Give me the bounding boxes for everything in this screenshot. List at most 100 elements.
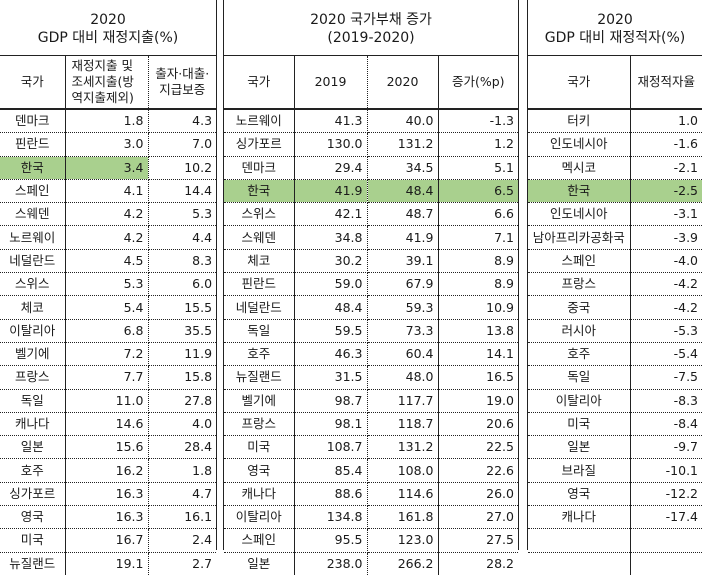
header-2019: 2019 (294, 55, 368, 110)
header-2020: 2020 (367, 55, 439, 110)
country-cell: 영국 (528, 482, 631, 507)
loans-guarantees-cell: 7.0 (148, 132, 217, 157)
debt-2020-cell: 131.2 (367, 435, 439, 460)
table-row: 네덜란드 48.4 59.3 10.9 (224, 295, 518, 320)
deficit-rate-cell: -9.7 (630, 435, 702, 460)
debt-2020-cell: 48.7 (367, 202, 439, 227)
table-row: 남아프리카공화국 -3.9 (528, 225, 702, 250)
loans-guarantees-cell: 11.9 (148, 342, 217, 367)
country-cell: 터키 (528, 109, 631, 134)
country-cell: 네덜란드 (224, 295, 295, 320)
header-fiscal-spending: 재정지출 및 조세지출(방 역지출제외) (65, 55, 149, 110)
header-deficit-rate: 재정적자율 (630, 55, 702, 110)
debt-2019-cell: 41.3 (294, 109, 368, 134)
fiscal-spending-cell: 1.8 (65, 109, 149, 134)
deficit-rate-cell: -12.2 (630, 482, 702, 507)
debt-2020-cell: 48.0 (367, 365, 439, 390)
title-period: (2019-2020) (327, 29, 415, 46)
debt-2019-cell: 30.2 (294, 249, 368, 274)
table-row: 러시아 -5.3 (528, 319, 702, 343)
debt-2020-cell: 34.5 (367, 156, 439, 180)
debt-2019-cell: 46.3 (294, 342, 368, 367)
loans-guarantees-cell: 4.0 (148, 412, 217, 437)
deficit-rate-cell: -2.1 (630, 156, 702, 180)
table-row: 이탈리아 134.8 161.8 27.0 (224, 505, 518, 530)
country-cell: 노르웨이 (0, 225, 66, 250)
debt-2019-cell: 59.0 (294, 272, 368, 297)
country-cell: 캐나다 (224, 482, 295, 507)
table-row: 캐나다 14.6 4.0 (0, 412, 217, 437)
increase-cell: 16.5 (438, 365, 518, 390)
country-cell: 뉴질랜드 (0, 552, 66, 575)
country-cell: 프랑스 (224, 412, 295, 437)
country-cell: 일본 (224, 552, 295, 575)
table-separator-line (223, 0, 224, 550)
table-row: 체코 5.4 15.5 (0, 295, 217, 320)
increase-cell: 14.1 (438, 342, 518, 367)
increase-cell: 10.9 (438, 295, 518, 320)
country-cell: 체코 (0, 295, 66, 320)
country-cell (528, 528, 631, 553)
country-cell: 스페인 (0, 179, 66, 204)
debt-2019-cell: 85.4 (294, 458, 368, 483)
loans-guarantees-cell: 10.2 (148, 156, 217, 180)
increase-cell: 1.2 (438, 132, 518, 157)
country-cell: 멕시코 (528, 156, 631, 180)
country-cell: 덴마크 (0, 109, 66, 134)
country-cell: 러시아 (528, 319, 631, 343)
debt-2019-cell: 34.8 (294, 225, 368, 250)
table-row: 노르웨이 41.3 40.0 -1.3 (224, 109, 518, 134)
debt-2020-cell: 73.3 (367, 319, 439, 343)
debt-2019-cell: 41.9 (294, 179, 368, 204)
increase-cell: 19.0 (438, 389, 518, 413)
header-line: 역지출제외) (71, 90, 134, 105)
country-cell: 프랑스 (528, 272, 631, 297)
increase-cell: 5.1 (438, 156, 518, 180)
table-row: 미국 108.7 131.2 22.5 (224, 435, 518, 460)
table-row: 네덜란드 4.5 8.3 (0, 249, 217, 274)
gdp-fiscal-spending-table: 2020 GDP 대비 재정지출(%) 국가 재정지출 및 조세지출(방 역지출… (0, 0, 217, 575)
debt-2019-cell: 108.7 (294, 435, 368, 460)
table-separator-line (527, 0, 528, 550)
loans-guarantees-cell: 28.4 (148, 435, 217, 460)
country-cell: 미국 (0, 528, 66, 553)
country-cell: 체코 (224, 249, 295, 274)
country-cell: 스페인 (224, 528, 295, 553)
gdp-fiscal-deficit-table: 2020 GDP 대비 재정적자(%) 국가 재정적자율 터키 1.0 인도네시아 -… (528, 0, 702, 575)
country-cell: 일본 (528, 435, 631, 460)
table-row: 싱가포르 130.0 131.2 1.2 (224, 132, 518, 157)
country-cell: 스페인 (528, 249, 631, 274)
debt-2019-cell: 98.1 (294, 412, 368, 437)
loans-guarantees-cell: 5.3 (148, 202, 217, 227)
table-row: 중국 -4.2 (528, 295, 702, 320)
debt-2019-cell: 88.6 (294, 482, 368, 507)
deficit-rate-cell: -5.4 (630, 342, 702, 367)
country-cell: 스위스 (224, 202, 295, 227)
fiscal-spending-cell: 3.0 (65, 132, 149, 157)
title-year: 2020 (597, 11, 633, 28)
table-row: 영국 16.3 16.1 (0, 505, 217, 530)
table-row: 스위스 42.1 48.7 6.6 (224, 202, 518, 227)
table-row: 브라질 -10.1 (528, 458, 702, 483)
table-row: 핀란드 3.0 7.0 (0, 132, 217, 157)
table-row: 일본 15.6 28.4 (0, 435, 217, 460)
deficit-rate-cell: -8.4 (630, 412, 702, 437)
table-row: 이탈리아 6.8 35.5 (0, 319, 217, 343)
fiscal-spending-cell: 7.7 (65, 365, 149, 390)
table-row: 스페인 4.1 14.4 (0, 179, 217, 204)
table-row: 독일 11.0 27.8 (0, 389, 217, 413)
table-row: 벨기에 7.2 11.9 (0, 342, 217, 367)
deficit-rate-cell: 1.0 (630, 109, 702, 134)
fiscal-spending-cell: 4.5 (65, 249, 149, 274)
table-row: 독일 59.5 73.3 13.8 (224, 319, 518, 343)
table-row: 스페인 -4.0 (528, 249, 702, 274)
deficit-rate-cell: -3.1 (630, 202, 702, 227)
country-cell: 호주 (0, 458, 66, 483)
deficit-rate-cell: -4.2 (630, 295, 702, 320)
country-cell: 핀란드 (0, 132, 66, 157)
fiscal-spending-cell: 11.0 (65, 389, 149, 413)
table-row: 핀란드 59.0 67.9 8.9 (224, 272, 518, 297)
country-cell: 캐나다 (0, 412, 66, 437)
debt-2020-cell: 60.4 (367, 342, 439, 367)
country-cell: 핀란드 (224, 272, 295, 297)
